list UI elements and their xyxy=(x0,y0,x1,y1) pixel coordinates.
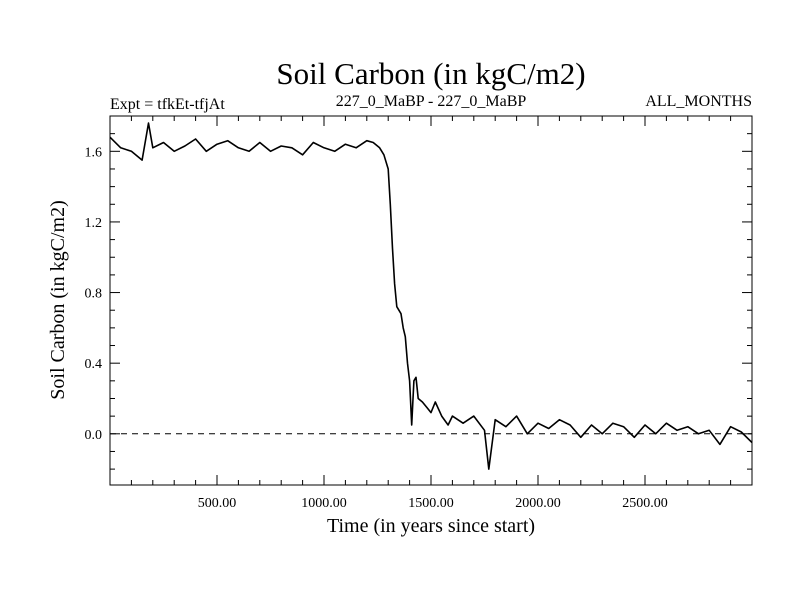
y-tick-label: 0.4 xyxy=(85,357,103,372)
series-line-soil-carbon xyxy=(109,122,753,470)
x-tick-label: 1000.00 xyxy=(301,496,347,511)
subtitle-experiment: Expt = tfkEt-tfjAt xyxy=(110,96,225,113)
x-tick-label: 500.00 xyxy=(198,496,237,511)
x-tick-label: 2500.00 xyxy=(622,496,668,511)
subtitle-period: 227_0_MaBP - 227_0_MaBP xyxy=(336,93,527,110)
chart-title: Soil Carbon (in kgC/m2) xyxy=(276,56,585,91)
subtitle-months: ALL_MONTHS xyxy=(645,93,752,110)
axis-ticks xyxy=(110,116,752,485)
y-axis-label: Soil Carbon (in kgC/m2) xyxy=(47,200,69,399)
y-tick-label: 0.8 xyxy=(85,287,103,302)
plot-frame xyxy=(109,115,753,486)
x-axis-label: Time (in years since start) xyxy=(327,515,535,537)
tick-labels: 500.00 1000.00 1500.00 2000.00 2500.00 0.0 0.4… xyxy=(85,145,668,511)
y-tick-label: 1.6 xyxy=(85,145,103,160)
x-tick-label: 1500.00 xyxy=(408,496,454,511)
x-tick-label: 2000.00 xyxy=(515,496,561,511)
y-tick-label: 1.2 xyxy=(85,216,103,231)
y-tick-label: 0.0 xyxy=(85,428,103,443)
